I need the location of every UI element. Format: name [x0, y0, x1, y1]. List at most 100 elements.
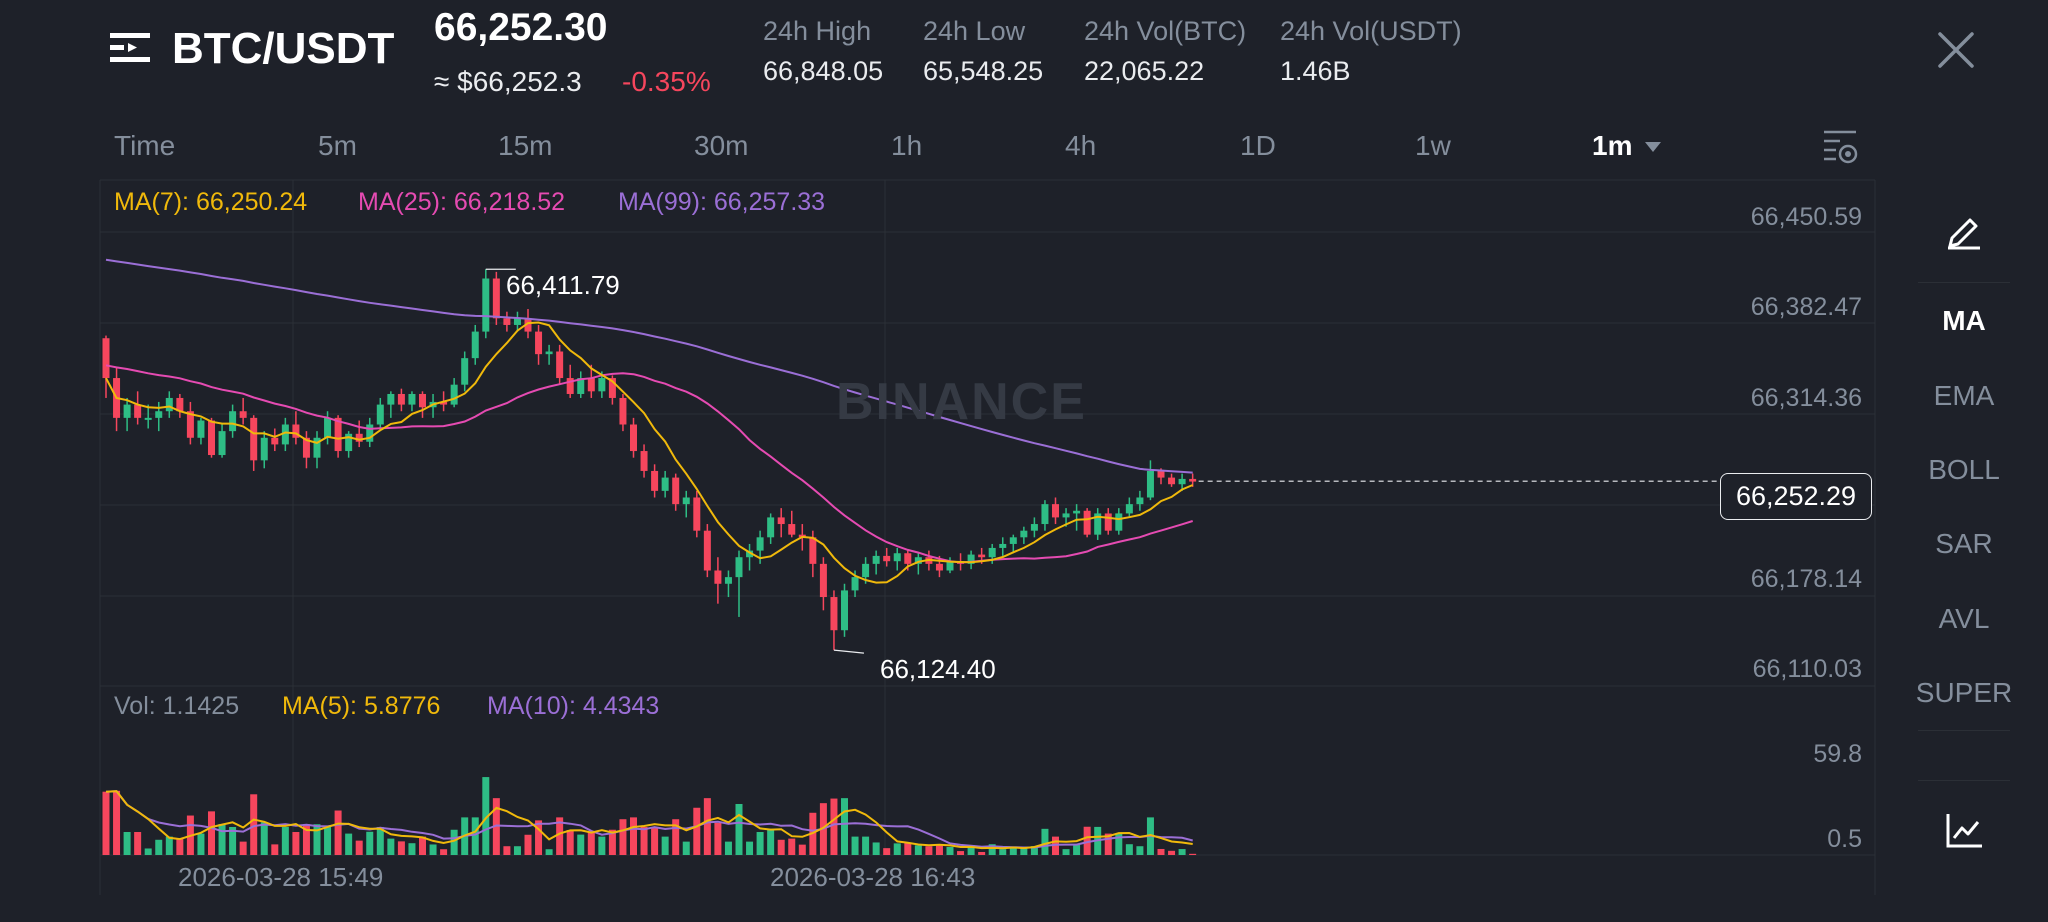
chevron-down-icon[interactable] [1645, 142, 1661, 152]
volume-bar [988, 844, 996, 855]
volume-bar [893, 843, 901, 855]
volume-bar [408, 843, 416, 855]
candle-body [693, 497, 701, 531]
volume-bar [345, 833, 353, 855]
volume-bar [608, 829, 616, 855]
volume-bar [229, 826, 237, 855]
time-axis-label: 2026-03-28 16:43 [770, 862, 976, 892]
volume-bar [661, 836, 669, 855]
candle-body [524, 318, 532, 332]
pencil-icon[interactable] [1944, 210, 1984, 250]
tab-1m[interactable]: 1m [1592, 130, 1633, 161]
candle-body [313, 437, 321, 458]
indicator-sar[interactable]: SAR [1935, 528, 1993, 559]
candle-body [302, 437, 310, 458]
tab-1w[interactable]: 1w [1415, 130, 1451, 161]
volume-bar [693, 807, 701, 855]
volume-bar [482, 777, 490, 855]
price-change-percent: -0.35% [622, 66, 711, 97]
volume-bar [872, 842, 880, 855]
line-chart-icon[interactable] [1944, 810, 1984, 850]
volume-bar [123, 832, 131, 855]
volume-bar [556, 817, 564, 855]
volume-bar [1009, 847, 1017, 855]
close-icon[interactable] [1936, 30, 1976, 70]
candle-body [735, 557, 743, 578]
volume-bar [165, 836, 173, 855]
candle-body [144, 417, 152, 420]
candle-body [450, 384, 458, 405]
menu-lines-icon[interactable] [110, 30, 152, 72]
volume-bar [429, 844, 437, 855]
candle-body [334, 417, 342, 452]
volume-bar [999, 849, 1007, 855]
candle-body [503, 318, 511, 325]
volume-bar [113, 790, 121, 855]
volume-bar [935, 845, 943, 855]
candle-body [1094, 513, 1102, 535]
candle-body [1020, 530, 1028, 538]
stat-24h-high-label: 24h High [763, 16, 872, 46]
volume-bar [513, 846, 521, 855]
candle-body [724, 577, 732, 584]
volume-bar [1062, 849, 1070, 855]
volume-bar [883, 848, 891, 855]
indicator-boll[interactable]: BOLL [1928, 454, 2000, 485]
low-marker-line [833, 649, 865, 654]
volume-bar [904, 843, 912, 855]
divider [1918, 282, 2010, 283]
volume-bar [777, 839, 785, 855]
tab-1d[interactable]: 1D [1240, 130, 1276, 161]
tab-5m[interactable]: 5m [318, 130, 357, 161]
chart-settings-icon[interactable] [1822, 128, 1858, 164]
price-axis-label: 66,450.59 [1750, 203, 1862, 231]
candle-body [1178, 478, 1186, 485]
candle-body [893, 553, 901, 562]
candle-body [419, 393, 426, 408]
volume-bar [967, 845, 975, 855]
volume-bar [1125, 844, 1133, 855]
volume-bar [208, 811, 215, 855]
volume-bar [714, 822, 722, 855]
vol-axis-label: 0.5 [1827, 825, 1862, 853]
volume-bar [545, 849, 553, 855]
divider [1918, 780, 2010, 781]
volume-bar [651, 826, 659, 855]
volume-bar [1041, 828, 1049, 855]
candle-body [1062, 513, 1070, 518]
volume-bar [566, 830, 574, 855]
volume-bar [598, 836, 606, 855]
indicator-avl[interactable]: AVL [1938, 603, 1990, 634]
volume-bar [672, 819, 680, 855]
indicator-ema[interactable]: EMA [1933, 380, 1995, 411]
candle-body [197, 420, 205, 438]
candle-body [397, 393, 405, 405]
volume-bar [767, 828, 775, 855]
volume-bar [218, 823, 226, 855]
candle-body [1168, 477, 1176, 485]
indicator-ma[interactable]: MA [1942, 305, 1986, 336]
candle-body [250, 417, 258, 461]
candle-body [767, 517, 775, 538]
tab-time[interactable]: Time [114, 130, 176, 161]
volume-bar [862, 836, 870, 855]
candle-body [376, 404, 384, 425]
volume-bar [703, 798, 711, 855]
candle-body [703, 530, 711, 571]
tab-1h[interactable]: 1h [891, 130, 923, 161]
indicator-super[interactable]: SUPER [1915, 677, 2013, 708]
tab-4h[interactable]: 4h [1065, 130, 1097, 161]
volume-bar [355, 840, 363, 855]
tab-15m[interactable]: 15m [498, 130, 553, 161]
tab-30m[interactable]: 30m [694, 130, 749, 161]
candle-body [229, 411, 237, 432]
volume-bar [1157, 848, 1165, 855]
pair-title[interactable]: BTC/USDT [172, 24, 395, 73]
candle-body [946, 561, 954, 571]
candle-body [1073, 510, 1081, 514]
candle-body [218, 431, 226, 456]
candle-body [651, 470, 659, 491]
volume-bar [630, 817, 637, 855]
volume-bar [1168, 850, 1176, 855]
